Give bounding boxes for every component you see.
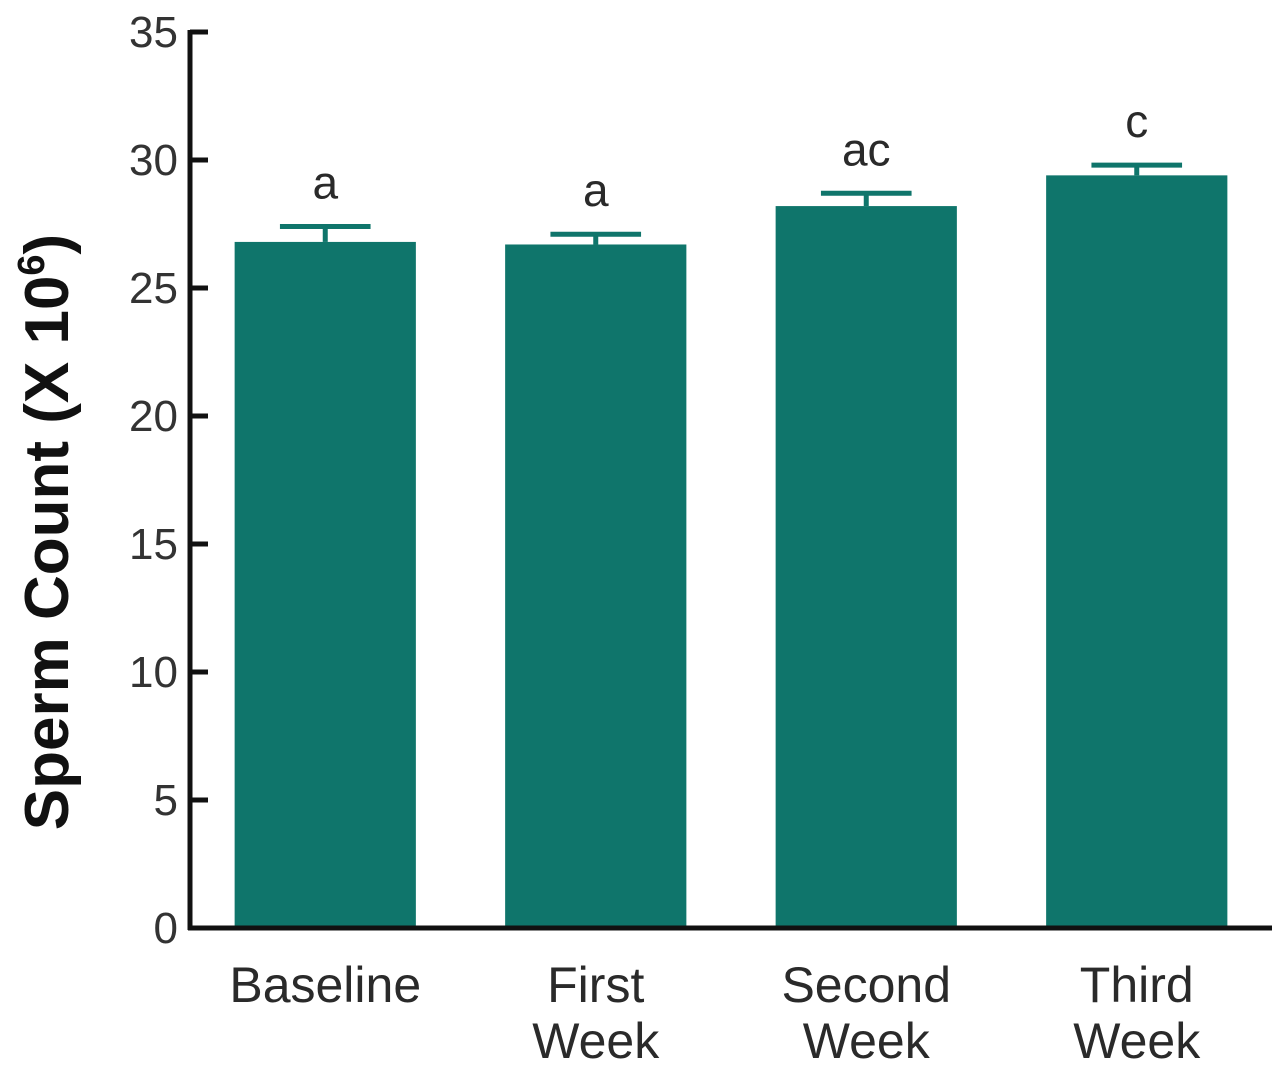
y-tick-label: 30 [129, 136, 178, 185]
significance-label: a [312, 157, 338, 209]
y-tick-label: 10 [129, 648, 178, 697]
category-label: Second [781, 957, 951, 1013]
y-ticks-layer: 0 5 10 15 20 25 30 35 [129, 8, 208, 953]
category-label: Week [803, 1013, 931, 1066]
significance-label: c [1125, 95, 1148, 147]
bar-3 [775, 206, 957, 928]
category-label: First [547, 957, 644, 1013]
bar-4 [1046, 175, 1228, 929]
axes-layer [187, 30, 1272, 931]
y-tick-label: 5 [154, 776, 178, 825]
category-label: Week [532, 1013, 660, 1066]
y-axis-title-superscript: 6 [11, 254, 53, 275]
category-label: Baseline [229, 957, 421, 1013]
y-axis-title: Sperm Count (X 106) [11, 234, 82, 830]
category-label: Third [1080, 957, 1194, 1013]
y-tick-label: 20 [129, 392, 178, 441]
bars-layer [234, 175, 1228, 929]
y-axis-title-suffix: ) [13, 234, 82, 255]
y-tick-label: 35 [129, 8, 178, 57]
y-tick-label: 0 [154, 904, 178, 953]
bar-1 [234, 241, 416, 929]
significance-label: ac [842, 123, 891, 175]
significance-labels-layer: a a ac c [312, 95, 1148, 216]
error-bars-layer [279, 162, 1183, 245]
y-tick-label: 25 [129, 264, 178, 313]
y-tick-label: 15 [129, 520, 178, 569]
bar-2 [505, 244, 687, 929]
significance-label: a [583, 164, 609, 216]
category-label: Week [1073, 1013, 1201, 1066]
